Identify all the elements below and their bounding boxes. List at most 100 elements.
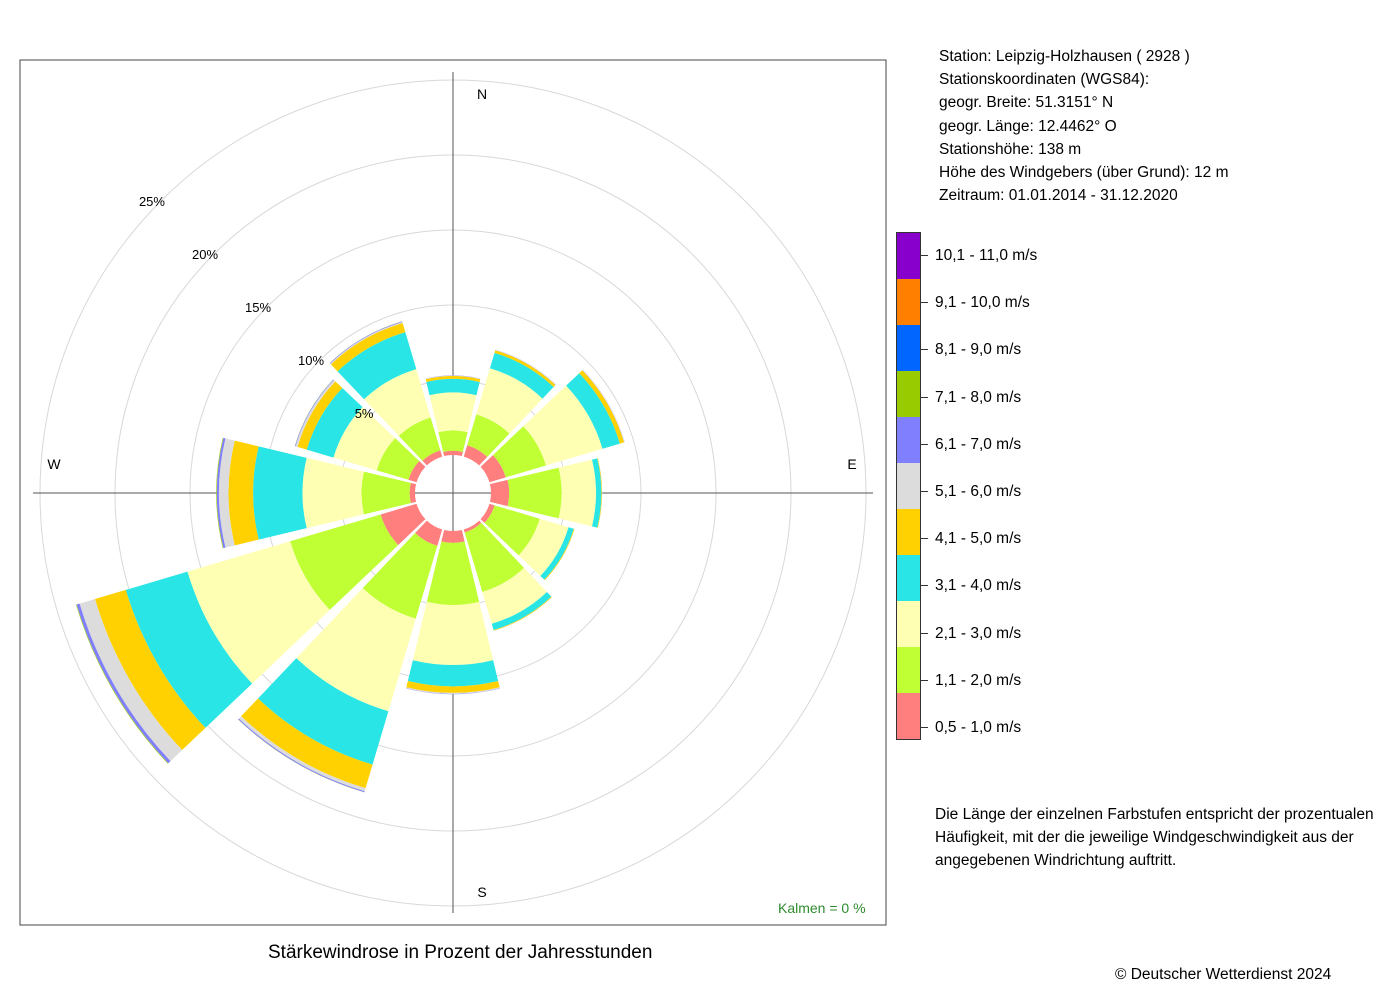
legend-label: 10,1 - 11,0 m/s — [920, 232, 1037, 279]
sector-180-class-0 — [441, 529, 465, 543]
sector-60-class-0 — [480, 455, 506, 483]
sector-330-class-2 — [364, 369, 431, 436]
sector-180-class-6 — [406, 688, 500, 695]
sector-240-class-2 — [187, 541, 330, 684]
station-height: Stationshöhe: 138 m — [939, 140, 1082, 158]
sector-120-class-0 — [480, 503, 495, 523]
sector-150-class-3 — [491, 591, 552, 630]
compass-S: S — [477, 884, 486, 900]
sector-240-class-0 — [380, 503, 426, 545]
sector-270-class-0 — [409, 482, 417, 504]
legend-label: 8,1 - 9,0 m/s — [920, 326, 1037, 373]
sector-60 — [480, 369, 625, 483]
radial-tick-15: 15% — [245, 300, 271, 315]
legend-swatch — [896, 693, 921, 740]
longitude: geogr. Länge: 12.4462° O — [939, 117, 1117, 135]
legend-swatch — [896, 371, 921, 417]
station-name: Station: Leipzig-Holzhausen ( 2928 ) — [939, 48, 1190, 65]
sector-330-class-4 — [330, 322, 406, 372]
sector-270-class-3 — [253, 446, 307, 540]
explanation-note: Die Länge der einzelnen Farbstufen entsp… — [935, 806, 1374, 869]
sector-90-class-2 — [558, 459, 596, 527]
sector-150 — [463, 520, 552, 631]
sector-330-class-3 — [337, 332, 417, 400]
sector-210-class-1 — [362, 532, 438, 619]
sector-270-class-7 — [216, 437, 224, 549]
sector-120-class-1 — [484, 505, 540, 556]
compass-labels: N E S W — [47, 86, 856, 900]
legend-label: 9,1 - 10,0 m/s — [920, 279, 1037, 326]
radial-tick-labels: 5% 10% 15% 20% 25% — [139, 194, 374, 421]
sector-210-class-3 — [258, 658, 389, 765]
sector-30-class-4 — [494, 350, 556, 387]
sector-210-class-2 — [296, 588, 416, 712]
calm-percentage: Kalmen = 0 % — [778, 900, 866, 916]
sector-300-class-1 — [376, 438, 420, 480]
sector-0 — [425, 375, 481, 457]
radial-tick-10: 10% — [298, 353, 324, 368]
legend-label: 5,1 - 6,0 m/s — [920, 468, 1037, 515]
sector-90 — [489, 458, 603, 528]
compass-N: N — [477, 86, 487, 102]
sector-300-class-2 — [333, 407, 396, 471]
radial-tick-5: 5% — [355, 406, 374, 421]
sector-270 — [216, 437, 417, 549]
sector-330-class-1 — [398, 417, 441, 461]
sector-210-class-4 — [241, 698, 373, 789]
legend-label: 0,5 - 1,0 m/s — [920, 704, 1037, 751]
sector-0-class-3 — [426, 378, 480, 396]
sector-0-class-4 — [425, 375, 481, 382]
sector-270-class-2 — [302, 457, 364, 529]
sector-300-class-4 — [297, 381, 343, 450]
compass-axes — [33, 72, 873, 913]
sector-30 — [463, 349, 556, 466]
sector-0-class-1 — [438, 430, 468, 452]
legend-swatch — [896, 279, 921, 325]
sector-60-class-2 — [523, 385, 603, 466]
sensor-height: Höhe des Windgebers (über Grund): 12 m — [939, 164, 1229, 182]
color-legend — [896, 232, 921, 740]
compass-W: W — [47, 456, 61, 472]
sector-240 — [75, 503, 426, 764]
sector-180-class-3 — [407, 660, 499, 687]
legend-swatch — [896, 417, 921, 463]
legend-label: 6,1 - 7,0 m/s — [920, 421, 1037, 468]
legend-label: 7,1 - 8,0 m/s — [920, 374, 1037, 421]
sector-0-class-5 — [425, 375, 481, 380]
sector-240-class-5 — [79, 599, 183, 762]
sector-240-class-1 — [290, 514, 399, 610]
sector-180-class-2 — [412, 601, 494, 665]
sector-150-class-2 — [482, 567, 547, 624]
sector-30-class-3 — [489, 352, 554, 399]
sector-270-class-6 — [216, 437, 226, 549]
coords-title: Stationskoordinaten (WGS84): — [939, 71, 1150, 89]
legend-swatch — [896, 601, 921, 647]
time-period: Zeitraum: 01.01.2014 - 31.12.2020 — [939, 187, 1178, 205]
sector-150-class-1 — [464, 522, 525, 592]
station-info: Station: Leipzig-Holzhausen ( 2928 ) Sta… — [939, 45, 1228, 207]
legend-label: 2,1 - 3,0 m/s — [920, 610, 1037, 657]
sector-30-class-1 — [467, 414, 510, 457]
sector-180-class-5 — [406, 687, 500, 694]
sector-0-class-6 — [425, 375, 481, 379]
sector-0-class-0 — [443, 450, 463, 457]
sector-270-class-4 — [228, 440, 259, 546]
sector-300-class-3 — [306, 387, 363, 458]
sector-90-class-4 — [597, 458, 602, 528]
sector-300 — [294, 379, 426, 483]
sector-240-class-4 — [94, 589, 206, 751]
sector-0-class-2 — [429, 392, 477, 433]
sector-180 — [406, 529, 500, 695]
latitude: geogr. Breite: 51.3151° N — [939, 94, 1114, 112]
sector-120-class-2 — [518, 518, 569, 576]
legend-swatch — [896, 555, 921, 601]
sector-60-class-3 — [566, 373, 620, 449]
sector-30-class-0 — [463, 445, 488, 466]
legend-swatch — [896, 509, 921, 555]
radial-tick-20: 20% — [192, 247, 218, 262]
sector-300-class-0 — [408, 460, 426, 483]
sector-210-class-0 — [415, 520, 443, 546]
sector-330-class-0 — [422, 450, 443, 466]
wind-sectors — [75, 321, 625, 793]
